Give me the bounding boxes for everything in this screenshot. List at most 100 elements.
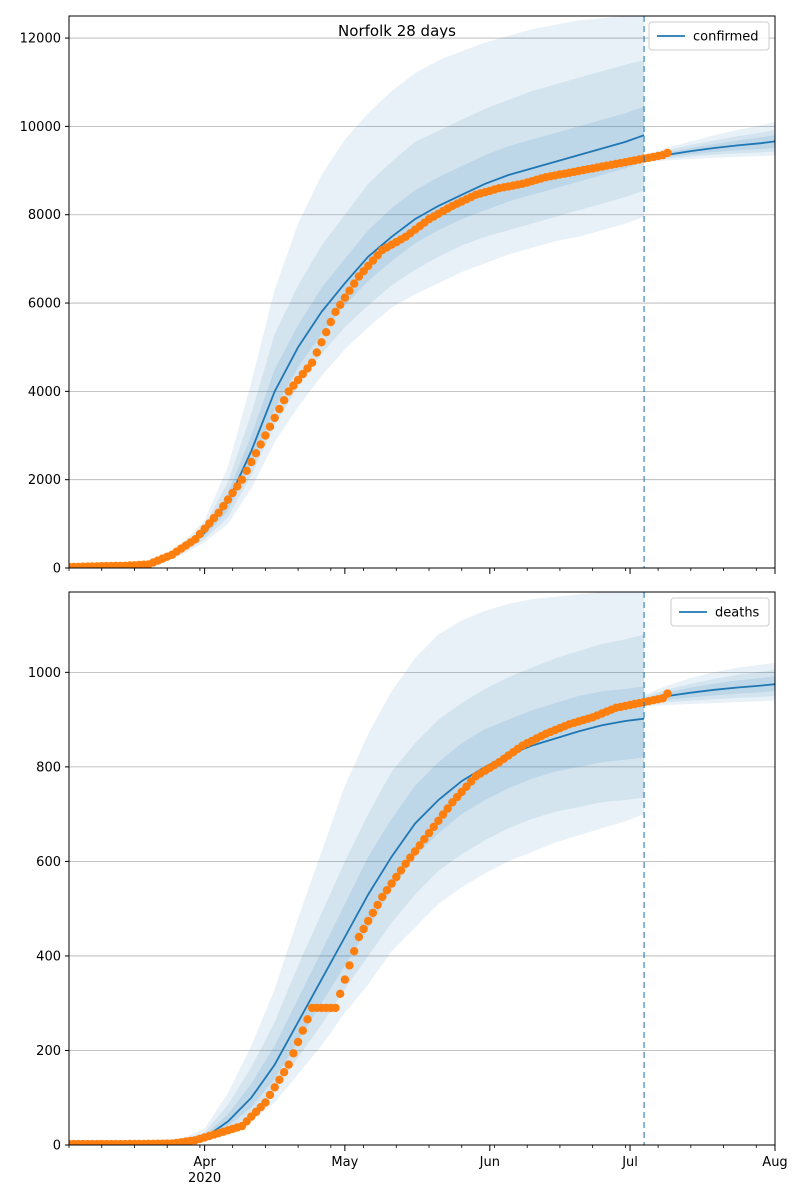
deaths-observed-point [443,804,452,813]
confirmed-observed-point [261,431,270,440]
confirmed-y-tick-label: 8000 [28,208,61,223]
confirmed-observed-point [223,495,233,504]
deaths-y-tick-label: 800 [36,760,61,775]
deaths-observed-point [373,900,382,910]
confirmed-observed-point [214,508,223,517]
confirmed-observed-point [279,396,289,405]
confirmed-observed-point [251,449,261,458]
confirmed-observed-point [247,457,256,467]
deaths-observed-point [401,859,410,868]
confirmed-observed-point [233,482,242,491]
confirmed-forecast-band-95 [644,122,775,163]
deaths-observed-point [340,975,350,984]
deaths-legend-box [670,597,770,627]
deaths-observed-point [270,1083,279,1092]
confirmed-y-tick-label: 10000 [20,120,61,135]
deaths-observed-point [293,1037,303,1047]
deaths-observed-point [261,1098,270,1107]
confirmed-observed-point [317,338,326,347]
confirmed-observed-point [284,387,293,396]
confirmed-observed-point [303,364,312,373]
deaths-observed-point [364,916,373,926]
deaths-model-band-80 [157,634,645,1145]
deaths-y-tick-label: 200 [36,1044,61,1059]
deaths-observed-point [420,835,429,844]
deaths-x-tick-label: Jul [621,1155,638,1170]
deaths-model-median-line [157,717,645,1145]
deaths-observed-point [368,908,378,918]
deaths-observed-point [303,1015,312,1024]
confirmed-observed-point [237,475,247,484]
confirmed-model-band-50 [157,106,645,565]
deaths-observed-point [345,961,354,970]
deaths-axes-frame [68,591,776,1146]
deaths-model-band-50 [157,686,645,1145]
deaths-observed-point [663,689,672,698]
confirmed-observed-point [228,488,237,498]
confirmed-y-tick-label: 12000 [20,32,61,47]
deaths-x-tick-label: Aug [762,1155,787,1170]
deaths-observed-point [350,947,359,956]
deaths-forecast-band-80 [644,669,775,705]
confirmed-model-band-95 [157,16,645,566]
confirmed-y-tick-label: 2000 [28,473,61,488]
deaths-legend-label: deaths [715,606,760,621]
deaths-observed-point [284,1060,293,1069]
deaths-observed-point [378,892,387,902]
deaths-observed-point [298,1026,307,1035]
confirmed-legend-box [648,21,770,51]
deaths-observed-point [429,822,438,832]
deaths-observed-point [289,1049,298,1058]
deaths-observed-point [396,866,406,875]
deaths-y-tick-label: 600 [36,855,61,870]
deaths-observed-point [359,924,368,934]
confirmed-observed-point [242,466,251,475]
confirmed-observed-point [345,286,354,295]
deaths-observed-point [265,1090,275,1100]
confirmed-observed-point [326,317,335,327]
deaths-observed-point [354,932,364,942]
confirmed-observed-point [322,328,331,337]
confirmed-observed-point [275,404,284,414]
deaths-x-tick-label: May [331,1155,358,1170]
deaths-plot-area [69,592,775,1145]
confirmed-observed-point [289,381,298,390]
confirmed-y-tick-label: 0 [53,562,61,577]
deaths-observed-point [382,886,392,895]
confirmed-axes-frame [68,15,776,569]
deaths-observed-point [406,853,415,862]
deaths-observed-point [279,1068,289,1077]
deaths-observed-point [387,879,396,888]
confirmed-observed-point [298,369,307,379]
confirmed-plot-area [69,16,775,568]
deaths-observed-point [438,810,448,819]
confirmed-y-tick-label: 4000 [28,385,61,400]
deaths-observed-point [331,1003,340,1013]
confirmed-observed-point [340,293,350,302]
figure-title: Norfolk 28 days [338,22,456,40]
confirmed-observed-point [270,413,279,423]
confirmed-observed-point [663,148,672,158]
deaths-observed-point [392,872,401,882]
confirmed-observed-point [336,300,345,309]
confirmed-observed-point [307,358,317,367]
confirmed-panel: 0 2000 4000 6000 8000 10000 12000 confirmed [20,15,776,577]
deaths-observed-point [434,816,443,825]
deaths-y-tick-label: 1000 [28,666,61,681]
deaths-y-tick-label: 400 [36,949,61,964]
deaths-observed-point [275,1075,284,1085]
confirmed-y-tick-label: 6000 [28,297,61,312]
deaths-observed-point [336,989,345,998]
confirmed-legend-label: confirmed [693,30,759,45]
confirmed-observed-point [331,307,340,317]
confirmed-observed-point [350,279,359,288]
confirmed-observed-point [256,440,265,449]
deaths-x-tick-label: Jun [479,1155,500,1170]
confirmed-observed-point [219,502,228,511]
deaths-y-tick-label: 0 [53,1139,61,1154]
deaths-observed-point [410,847,420,856]
deaths-observed-point [424,828,434,838]
